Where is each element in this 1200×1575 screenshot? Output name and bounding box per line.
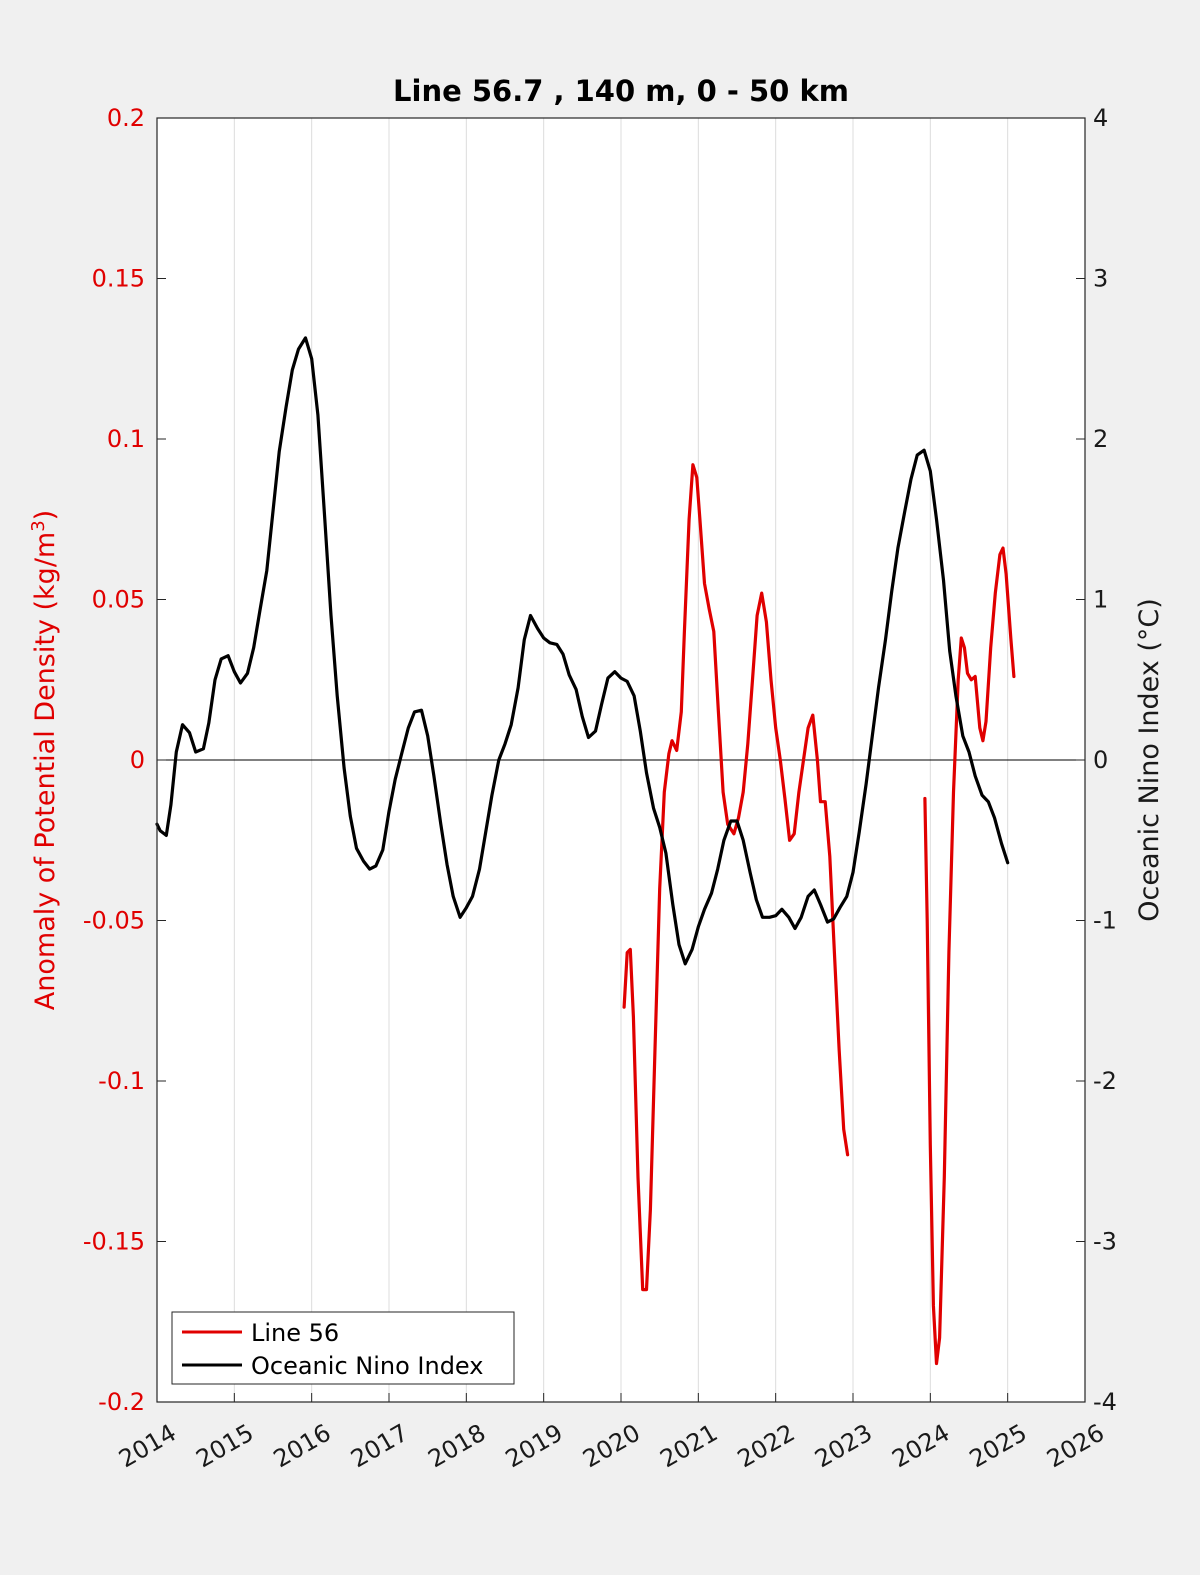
x-tick-labels: 2014 2015 2016 2017 2018 2019 2020 2021 2022 2023… (114, 1419, 1109, 1474)
x-tick-label: 2015 (191, 1419, 258, 1474)
series-oni (155, 336, 1010, 966)
oni-line (155, 336, 1010, 966)
y-right-tick-label: 3 (1093, 265, 1108, 293)
y-axis-left-label-sup: 3 (28, 520, 49, 531)
x-tick-label: 2019 (501, 1419, 568, 1474)
x-tick-label: 2025 (965, 1419, 1032, 1474)
y-axis-left-label-post: ) (30, 510, 61, 521)
legend-label-oni: Oceanic Nino Index (251, 1352, 483, 1380)
x-tick-label: 2023 (810, 1419, 877, 1474)
y-right-tick-label: 1 (1093, 586, 1108, 614)
y-left-tick-label: 0.15 (92, 265, 145, 293)
y-left-tick-labels: 0.2 0.15 0.1 0.05 0 -0.05 -0.1 -0.15 -0.2 (83, 104, 145, 1416)
x-tick-label: 2026 (1042, 1419, 1109, 1474)
line56-segment (923, 546, 1016, 1366)
line56-segment (622, 463, 850, 1292)
y-axis-left-label: Anomaly of Potential Density (kg/m3) (28, 510, 61, 1010)
y-right-tick-label: 4 (1093, 104, 1108, 132)
series-line56 (622, 463, 1016, 1366)
y-left-tick-label: 0.05 (92, 586, 145, 614)
x-tick-label: 2021 (655, 1419, 722, 1474)
y-left-tick-label: 0.2 (107, 104, 145, 132)
y-right-tick-label: -3 (1093, 1228, 1117, 1256)
y-left-tick-label: 0 (130, 746, 145, 774)
y-left-tick-label: -0.15 (83, 1228, 145, 1256)
y-left-tick-label: -0.2 (98, 1388, 145, 1416)
y-left-tick-label: 0.1 (107, 425, 145, 453)
y-left-tick-label: -0.05 (83, 907, 145, 935)
x-tick-label: 2018 (423, 1419, 490, 1474)
y-left-tick-label: -0.1 (98, 1067, 145, 1095)
y-axis-left-label-pre: Anomaly of Potential Density (kg/m (30, 532, 61, 1010)
chart-title: Line 56.7 , 140 m, 0 - 50 km (393, 74, 849, 108)
legend: Line 56 Oceanic Nino Index (171, 1311, 515, 1385)
x-tick-label: 2020 (578, 1419, 645, 1474)
ticks (156, 117, 1086, 1403)
y-right-tick-label: -4 (1093, 1388, 1117, 1416)
x-tick-label: 2022 (733, 1419, 800, 1474)
legend-label-line56: Line 56 (251, 1319, 339, 1347)
y-right-tick-label: -2 (1093, 1067, 1117, 1095)
x-tick-label: 2017 (346, 1419, 413, 1474)
y-right-tick-label: -1 (1093, 907, 1117, 935)
y-right-tick-labels: 4 3 2 1 0 -1 -2 -3 -4 (1093, 104, 1117, 1416)
y-right-tick-label: 2 (1093, 425, 1108, 453)
x-tick-label: 2016 (269, 1419, 336, 1474)
y-right-tick-label: 0 (1093, 746, 1108, 774)
x-tick-label: 2024 (887, 1419, 954, 1474)
y-axis-right-label: Oceanic Nino Index (°C) (1134, 598, 1165, 922)
legend-box (171, 1311, 515, 1385)
x-tick-label: 2014 (114, 1419, 181, 1474)
